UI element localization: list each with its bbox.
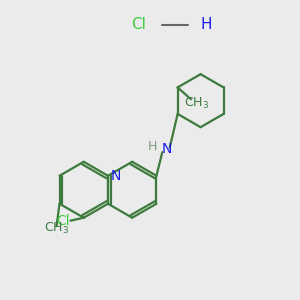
Text: H: H	[147, 140, 157, 152]
Text: N: N	[161, 142, 172, 156]
Text: CH$_3$: CH$_3$	[184, 96, 209, 111]
Text: Cl: Cl	[56, 214, 70, 228]
Text: N: N	[110, 169, 121, 183]
Text: CH$_3$: CH$_3$	[44, 221, 69, 236]
Text: Cl: Cl	[131, 17, 146, 32]
Text: H: H	[200, 17, 212, 32]
